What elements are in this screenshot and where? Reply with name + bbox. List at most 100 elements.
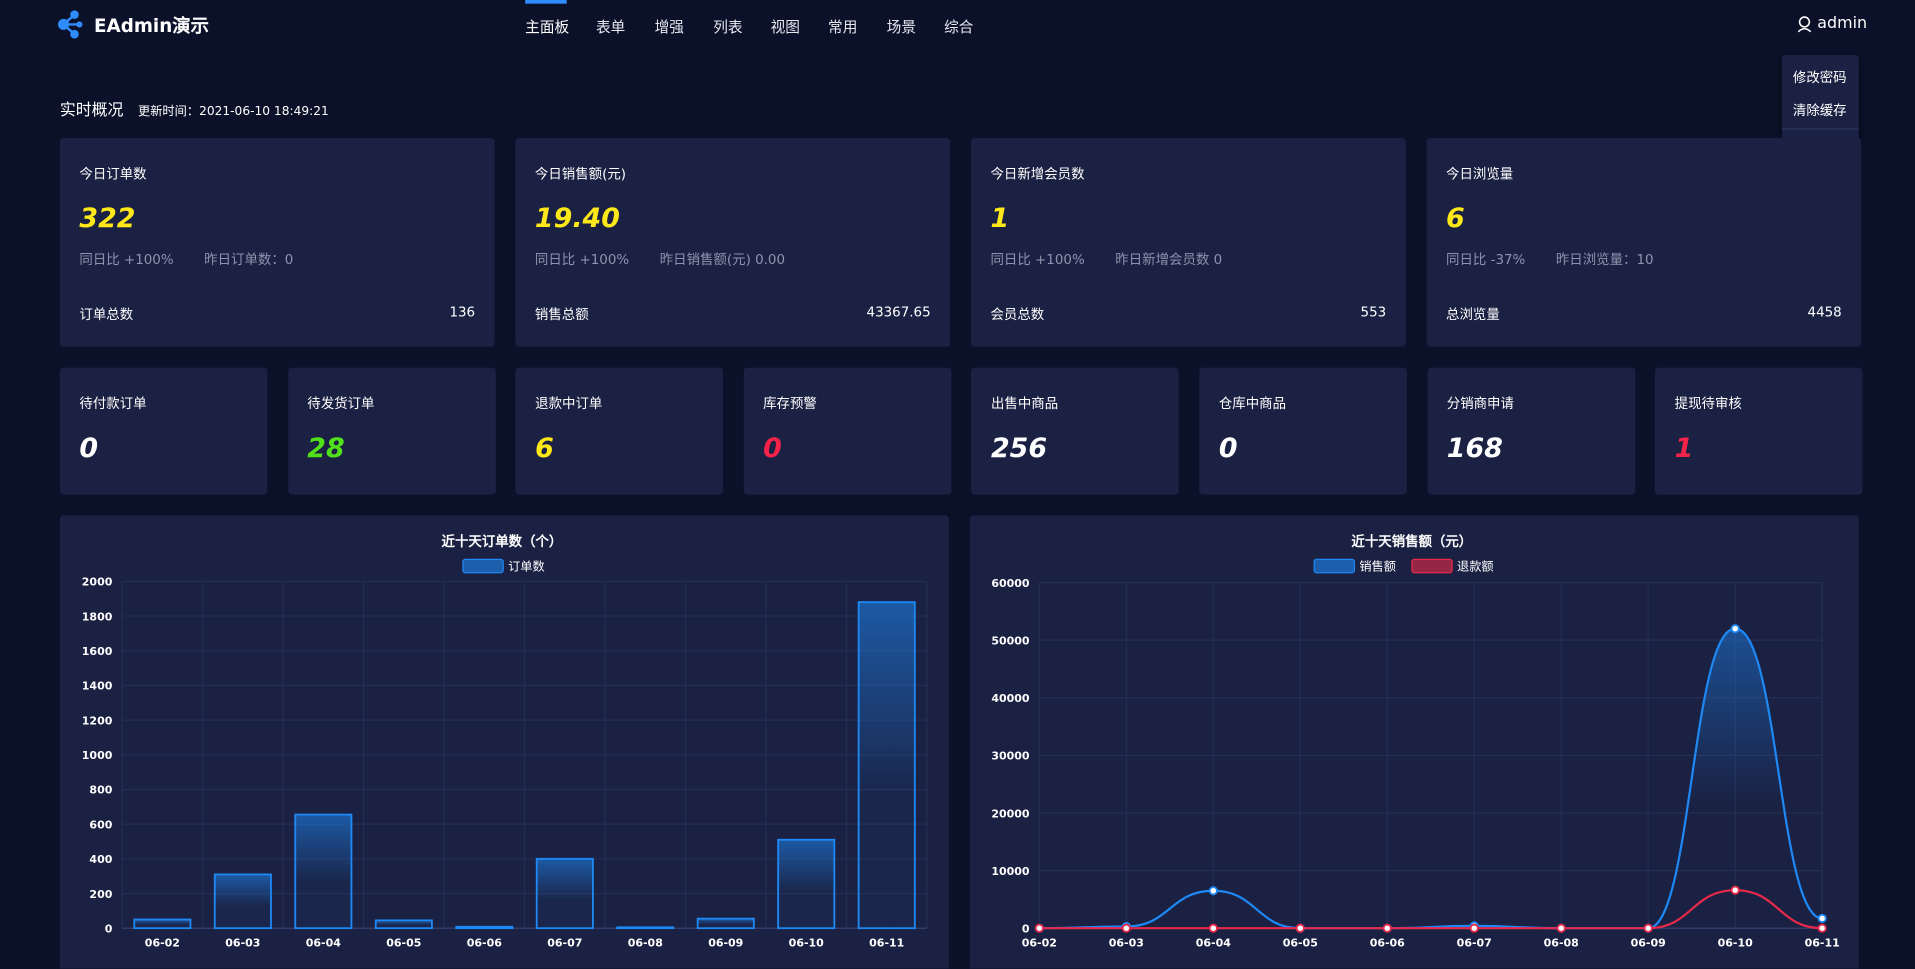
stat-card: 今日销售额(元) 19.40 同日比 +100% 昨日销售额(元) 0.00 销售总额 4…	[515, 138, 951, 347]
menu-item[interactable]: 清除缓存	[1792, 102, 1847, 119]
y-tick-label: 20000	[991, 807, 1030, 820]
compare-row: 同日比 +100% 昨日销售额(元) 0.00	[535, 249, 785, 269]
point	[1034, 923, 1044, 933]
legend-swatch	[1313, 558, 1356, 574]
legend-label: 销售额	[1359, 558, 1396, 573]
total-label: 销售总额	[534, 306, 589, 323]
card-title: 库存预警	[763, 395, 817, 412]
card-title: 分销商申请	[1446, 395, 1514, 412]
total-value: 4458	[1807, 304, 1842, 320]
legend-swatch	[462, 558, 504, 574]
nav-item[interactable]: 场景	[886, 18, 917, 36]
user-name[interactable]: admin	[1817, 14, 1868, 33]
card-title: 仓库中商品	[1218, 395, 1287, 412]
small-card: 待发货订单 28	[287, 367, 496, 495]
total-label: 总浏览量	[1446, 306, 1500, 323]
card-value: 0	[1218, 433, 1238, 465]
nav-item[interactable]: 视图	[770, 18, 800, 36]
y-tick-label: 800	[89, 784, 112, 797]
point	[1382, 923, 1392, 933]
point	[1730, 885, 1740, 895]
small-card: 待付款订单 0	[59, 367, 268, 495]
x-tick-label: 06-11	[1805, 937, 1840, 950]
legend-label: 退款额	[1457, 559, 1494, 573]
card-value: 256	[990, 433, 1048, 465]
nav-item[interactable]: 表单	[595, 18, 626, 36]
nav-active-indicator	[525, 0, 567, 4]
compare-row: 同日比 +100% 昨日订单数：0	[79, 249, 293, 269]
user-icon	[1797, 16, 1812, 33]
nav-item[interactable]: 列表	[713, 18, 743, 36]
y-tick-label: 1400	[82, 680, 113, 693]
y-tick-label: 1800	[82, 610, 113, 623]
x-tick-label: 06-09	[1631, 937, 1666, 950]
chart: 近十天销售额（元） 销售额 退款额 0 10000 20000 30000 40000 5000…	[991, 533, 1840, 950]
x-tick-label: 06-08	[1544, 937, 1579, 950]
total-value: 43367.65	[866, 304, 931, 320]
card-value: 6	[1446, 203, 1465, 235]
logo-text: EAdmin演示	[94, 14, 209, 37]
x-tick-label: 06-07	[1457, 937, 1492, 950]
x-tick-label: 06-04	[1196, 937, 1231, 950]
compare: 同日比 -37%	[1446, 251, 1526, 268]
logo-icon	[58, 10, 83, 39]
stat-card: 今日订单数 322 同日比 +100% 昨日订单数：0 订单总数 136	[59, 138, 495, 347]
total-label: 会员总数	[990, 306, 1045, 323]
legend-label: 订单数	[508, 558, 545, 573]
x-tick-label: 06-03	[225, 937, 260, 950]
y-tick-label: 400	[89, 853, 112, 866]
small-card: 出售中商品 256	[971, 367, 1180, 495]
overview-title: 实时概况	[59, 101, 124, 120]
x-tick-label: 06-04	[306, 937, 341, 950]
bar	[535, 857, 594, 930]
point	[1817, 913, 1827, 923]
y-tick-label: 2000	[82, 576, 113, 589]
yesterday: 昨日新增会员数 0	[1115, 251, 1223, 268]
x-tick-label: 06-10	[1718, 937, 1753, 950]
card-title: 退款中订单	[535, 395, 603, 412]
compare-row: 同日比 -37% 昨日浏览量：10	[1446, 249, 1654, 269]
chart-title: 近十天销售额（元）	[1351, 533, 1472, 550]
small-card: 库存预警 0	[743, 367, 952, 495]
card-value: 168	[1446, 433, 1503, 465]
bar	[696, 917, 755, 930]
x-tick-label: 06-02	[1022, 937, 1057, 950]
nav-item[interactable]: 增强	[654, 18, 684, 36]
card-value: 19.40	[534, 203, 620, 235]
stat-card: 今日新增会员数 1 同日比 +100% 昨日新增会员数 0 会员总数 553	[970, 138, 1406, 347]
y-tick-label: 50000	[991, 634, 1030, 647]
compare: 同日比 +100%	[79, 251, 174, 268]
card-value: 322	[79, 203, 136, 235]
nav-item[interactable]: 综合	[944, 18, 974, 36]
x-tick-label: 06-08	[628, 937, 663, 950]
point	[1556, 923, 1566, 933]
bar	[213, 873, 272, 930]
y-tick-label: 10000	[991, 865, 1030, 878]
y-tick-label: 0	[1022, 922, 1030, 935]
bar	[777, 838, 836, 930]
compare: 同日比 +100%	[990, 251, 1085, 268]
card-title: 今日销售额(元)	[534, 166, 627, 182]
chart-panel: 近十天销售额（元） 销售额 退款额 0 10000 20000 30000 40000 5000…	[969, 515, 1859, 969]
x-tick-label: 06-10	[789, 937, 824, 950]
total-value: 553	[1360, 304, 1387, 320]
point	[1643, 923, 1653, 933]
nav-item[interactable]: 常用	[828, 18, 858, 36]
menu-item[interactable]: 修改密码	[1792, 69, 1847, 86]
card-title: 出售中商品	[990, 395, 1059, 412]
y-tick-label: 30000	[991, 750, 1030, 763]
menu-divider	[1781, 128, 1859, 130]
card-title: 待发货订单	[307, 395, 375, 412]
card-title: 待付款订单	[79, 395, 147, 412]
point	[1469, 923, 1479, 933]
card-title: 提现待审核	[1674, 395, 1742, 412]
point	[1295, 923, 1305, 933]
small-card: 仓库中商品 0	[1199, 367, 1407, 495]
bar	[455, 925, 514, 930]
total-label: 订单总数	[79, 306, 134, 323]
nav-item[interactable]: 主面板	[525, 18, 570, 36]
chart-title: 近十天订单数（个）	[442, 533, 563, 550]
x-tick-label: 06-02	[145, 937, 180, 950]
y-tick-label: 200	[89, 888, 112, 901]
